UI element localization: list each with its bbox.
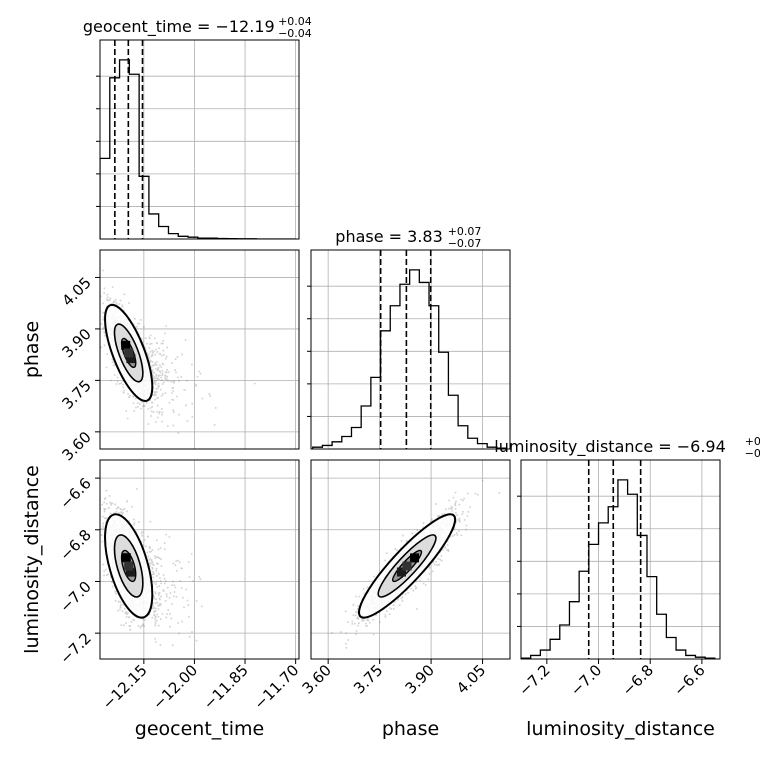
x-tick-label-phase: 3.90: [402, 661, 438, 697]
y-tick-label-luminosity_distance: −7.0: [56, 578, 94, 616]
x-tick-label-phase: 3.75: [350, 661, 386, 697]
title-lower-error: −0.10: [745, 447, 760, 460]
panel-frame: [99, 39, 300, 240]
y-tick-label-luminosity_distance: −6.6: [56, 474, 94, 512]
y-tick-label-phase: 3.75: [58, 376, 94, 412]
y-tick-label-luminosity_distance: −6.8: [56, 526, 94, 564]
x-tick-label-luminosity_distance: −7.2: [515, 661, 553, 699]
y-tick-label-phase: 3.60: [58, 428, 94, 464]
title-upper-error: +0.10: [745, 435, 760, 448]
panel-frame: [310, 249, 511, 450]
x-tick-label-phase: 4.05: [453, 661, 489, 697]
density-peak: [124, 561, 134, 571]
x-tick-label-phase: 3.60: [299, 661, 335, 697]
x-tick-label-geocent_time: −11.85: [200, 661, 252, 713]
x-tick-label-luminosity_distance: −7.0: [567, 661, 605, 699]
title-lower-error: −0.04: [278, 27, 312, 40]
histogram-phase: [312, 269, 508, 449]
panel-frame: [99, 459, 300, 660]
x-axis-label-phase: phase: [382, 718, 439, 740]
title-upper-error: +0.07: [448, 225, 482, 238]
x-axis-label-luminosity_distance: luminosity_distance: [526, 718, 715, 740]
density-peak: [396, 567, 406, 577]
scatter-panel-phase-vs-luminosity_distance: [310, 459, 511, 660]
x-tick-label-geocent_time: −11.70: [250, 661, 302, 713]
y-axis-label-luminosity_distance: luminosity_distance: [21, 465, 43, 654]
panel-frame: [310, 459, 511, 660]
density-peak: [121, 340, 131, 350]
title-luminosity_distance: luminosity_distance = −6.94 +0.10−0.10: [494, 435, 760, 460]
y-tick-label-phase: 4.05: [58, 274, 94, 310]
density-peak: [126, 354, 136, 364]
y-tick-label-phase: 3.90: [58, 325, 94, 361]
x-axis-label-geocent_time: geocent_time: [135, 718, 264, 740]
histogram-luminosity_distance: [521, 479, 716, 659]
hist-panel-phase: phase = 3.83 +0.07−0.07: [307, 225, 511, 450]
histogram-geocent_time: [100, 59, 296, 239]
title-text: geocent_time = −12.19: [83, 17, 275, 37]
x-tick-label-luminosity_distance: −6.6: [670, 661, 708, 699]
density-peak: [125, 567, 135, 577]
x-tick-label-luminosity_distance: −6.8: [619, 661, 657, 699]
scatter-panel-geocent_time-vs-luminosity_distance: [99, 459, 300, 660]
density-peak: [124, 348, 134, 358]
title-phase: phase = 3.83 +0.07−0.07: [335, 225, 481, 250]
title-text: phase = 3.83: [335, 227, 442, 246]
title-text: luminosity_distance = −6.94: [494, 437, 725, 457]
x-tick-label-geocent_time: −12.00: [149, 661, 201, 713]
y-axis-label-phase: phase: [21, 321, 43, 378]
title-lower-error: −0.07: [448, 237, 482, 250]
scatter-panel-geocent_time-vs-phase: [99, 249, 300, 450]
density-peak: [410, 553, 420, 563]
title-geocent_time: geocent_time = −12.19 +0.04−0.04: [83, 15, 312, 40]
panel-frame: [520, 459, 721, 660]
x-tick-label-geocent_time: −12.15: [99, 661, 151, 713]
hist-panel-luminosity_distance: luminosity_distance = −6.94 +0.10−0.10: [494, 435, 760, 660]
y-tick-label-luminosity_distance: −7.2: [56, 629, 94, 667]
density-peak: [402, 561, 412, 571]
hist-panel-geocent_time: geocent_time = −12.19 +0.04−0.04: [83, 15, 312, 240]
panel-frame: [99, 249, 300, 450]
density-peak: [121, 553, 131, 563]
title-upper-error: +0.04: [278, 15, 312, 28]
